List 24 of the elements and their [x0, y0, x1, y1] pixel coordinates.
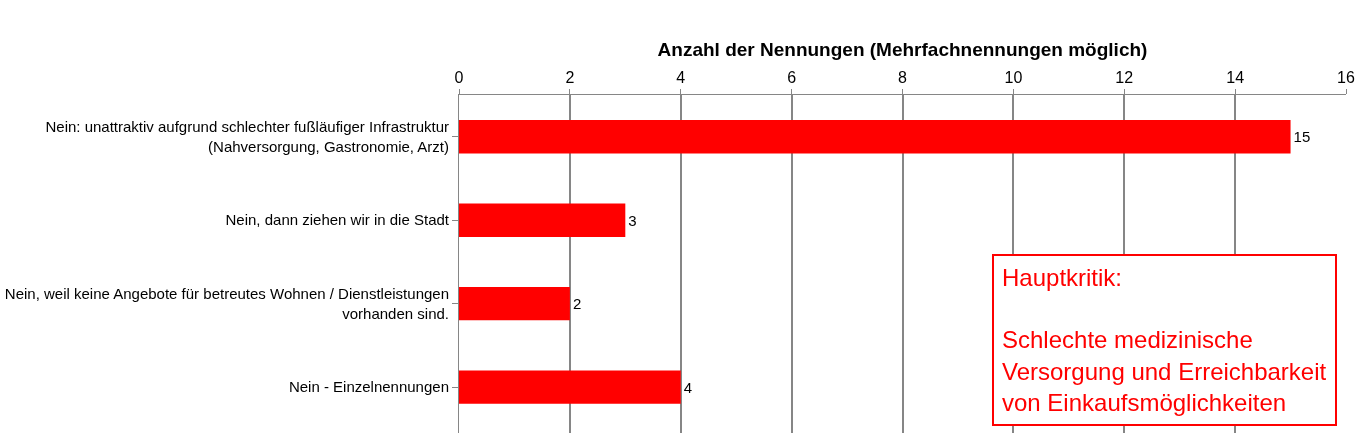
annotation: Hauptkritik:	[1002, 264, 1123, 291]
data-label: 15	[1293, 128, 1311, 146]
annotation: Schlechte medizinische Versorgung und Erreichbarkeit von Einkaufsmöglichkeiten	[1002, 326, 1327, 416]
y-tick-label: Nein: unattraktiv aufgrund schlechter fußläufiger Infrastruktur (Nahversorgung, Gastronomie, Arzt)	[45, 118, 449, 155]
x-tick-label: 6	[787, 68, 797, 86]
x-tick-label: 0	[454, 68, 464, 86]
y-tick-label: Nein, weil keine Angebote für betreutes Wohnen / Dienstleistungen vorhanden sind.	[4, 285, 449, 322]
x-tick-label: 16	[1337, 68, 1355, 86]
x-tick-label: 12	[1115, 68, 1134, 86]
x-axis-title: Anzahl der Nennungen (Mehrfachnennungen möglich)	[657, 39, 1148, 61]
x-tick-label: 8	[898, 68, 908, 86]
y-tick-label: Nein - Einzelnennungen	[288, 378, 449, 396]
data-label: 4	[683, 378, 693, 396]
x-tick-label: 4	[676, 68, 686, 86]
bar	[459, 120, 1291, 154]
bar	[459, 286, 570, 321]
x-tick-label: 10	[1004, 68, 1023, 86]
x-tick-label: 14	[1226, 68, 1245, 86]
bar	[459, 203, 626, 237]
y-tick-label: Nein, dann ziehen wir in die Stadt	[225, 211, 450, 229]
bar	[459, 370, 681, 404]
data-label: 3	[628, 211, 637, 229]
data-label: 2	[572, 295, 582, 313]
x-tick-label: 2	[565, 68, 575, 86]
